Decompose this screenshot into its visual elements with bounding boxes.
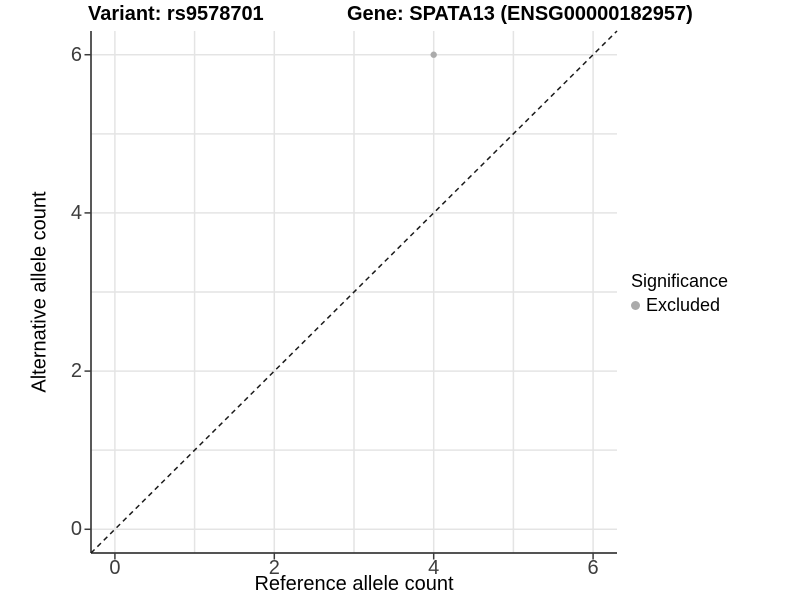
y-tick-label: 6 bbox=[70, 43, 82, 66]
x-axis-title: Reference allele count bbox=[254, 573, 454, 595]
legend-item-label: Excluded bbox=[646, 295, 721, 315]
x-tick-label: 4 bbox=[428, 557, 440, 579]
gene-title: Gene: SPATA13 (ENSG00000182957) bbox=[347, 3, 693, 25]
legend-title: Significance bbox=[631, 271, 729, 291]
identity-dashed-line bbox=[90, 30, 618, 554]
data-point-excluded bbox=[430, 51, 437, 58]
excluded-marker-icon bbox=[631, 301, 640, 310]
y-tick-label: 2 bbox=[70, 360, 82, 383]
y-tick-label: 4 bbox=[70, 201, 82, 224]
legend: Significance Excluded bbox=[631, 271, 728, 316]
variant-title: Variant: rs9578701 bbox=[88, 3, 264, 25]
y-tick-label: 0 bbox=[70, 518, 82, 541]
x-tick-label: 6 bbox=[587, 557, 599, 579]
x-tick-label: 0 bbox=[109, 557, 121, 579]
x-tick-label: 2 bbox=[268, 557, 280, 579]
legend-item-excluded: Excluded bbox=[631, 295, 728, 316]
